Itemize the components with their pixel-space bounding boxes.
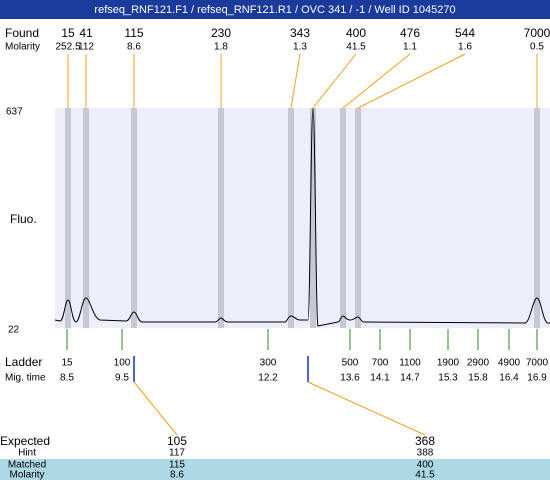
mig-time: 12.2 xyxy=(258,373,278,384)
expected-molarity-label: Molarity xyxy=(9,470,44,480)
expected-value: 368 xyxy=(415,434,435,448)
mig-time: 16.4 xyxy=(499,373,519,384)
peak-band xyxy=(340,108,346,328)
matched-value: 400 xyxy=(417,460,434,471)
ladder-label: Ladder xyxy=(5,355,42,369)
expected-connector xyxy=(307,381,426,436)
ladder-size: 700 xyxy=(372,358,389,369)
expected-label: Expected xyxy=(0,434,50,448)
found-label: Found xyxy=(5,26,39,40)
matched-rows-bg xyxy=(0,459,550,480)
ladder-size: 1900 xyxy=(437,358,460,369)
trace xyxy=(54,107,550,327)
found-molarity: 0.5 xyxy=(530,42,544,53)
mig-time-label: Mig. time xyxy=(5,373,46,384)
found-molarity: 1.3 xyxy=(293,42,307,53)
found-size: 476 xyxy=(400,26,420,40)
mig-time: 15.8 xyxy=(468,373,488,384)
peak-band xyxy=(65,108,71,328)
plot-area xyxy=(55,108,550,328)
found-size: 15 xyxy=(61,26,75,40)
y-max-label: 637 xyxy=(6,107,23,118)
peak-band xyxy=(355,108,361,328)
peak-connector xyxy=(290,53,301,109)
expected-molarity: 8.6 xyxy=(170,470,184,480)
peak-band xyxy=(218,108,224,328)
peak-band xyxy=(131,108,137,328)
ladder-size: 2900 xyxy=(467,358,490,369)
found-size: 544 xyxy=(455,26,475,40)
ladder-size: 500 xyxy=(342,358,359,369)
found-molarity: 41.5 xyxy=(346,42,366,53)
expected-connector xyxy=(133,381,178,436)
ladder-size: 1100 xyxy=(399,358,421,369)
found-size: 230 xyxy=(211,26,231,40)
peak-connector xyxy=(357,53,466,109)
ladder-size: 7000 xyxy=(526,358,549,369)
found-molarity: 1.1 xyxy=(403,42,417,53)
peak-connector xyxy=(312,53,357,109)
found-size: 343 xyxy=(290,26,310,40)
ladder-size: 300 xyxy=(260,358,277,369)
peak-band xyxy=(310,108,316,328)
found-size: 7000 xyxy=(524,26,550,40)
mig-time: 13.6 xyxy=(340,373,360,384)
hint-label: Hint xyxy=(18,448,36,459)
hint-value: 388 xyxy=(417,448,434,459)
found-molarity: 1.8 xyxy=(214,42,228,53)
header-title: refseq_RNF121.F1 / refseq_RNF121.R1 / OV… xyxy=(94,4,455,16)
hint-value: 117 xyxy=(169,448,185,459)
ladder-size: 100 xyxy=(114,358,131,369)
mig-time: 15.3 xyxy=(438,373,458,384)
mig-time: 8.5 xyxy=(60,373,74,384)
peak-band xyxy=(288,108,294,328)
found-size: 41 xyxy=(79,26,93,40)
found-molarity: 8.6 xyxy=(127,42,141,53)
peak-band xyxy=(534,108,540,328)
matched-value: 115 xyxy=(169,460,185,471)
y-axis-label: Fluo. xyxy=(10,212,37,226)
header-bar xyxy=(0,0,550,19)
mig-time: 14.1 xyxy=(370,373,390,384)
found-molarity: 112 xyxy=(78,42,94,53)
matched-label: Matched xyxy=(8,460,46,471)
mig-time: 9.5 xyxy=(115,373,129,384)
expected-value: 105 xyxy=(167,434,187,448)
found-size: 400 xyxy=(346,26,366,40)
molarity-label: Molarity xyxy=(5,42,40,53)
found-molarity: 1.6 xyxy=(458,42,472,53)
mig-time: 16.9 xyxy=(527,373,547,384)
y-min-label: 22 xyxy=(8,325,20,336)
peak-connector xyxy=(342,53,411,109)
found-size: 115 xyxy=(124,26,143,40)
ladder-size: 4900 xyxy=(498,358,521,369)
expected-molarity: 41.5 xyxy=(415,470,435,480)
peak-band xyxy=(83,108,89,328)
mig-time: 14.7 xyxy=(400,373,420,384)
found-molarity: 252.5 xyxy=(55,42,80,53)
ladder-size: 15 xyxy=(61,358,73,369)
